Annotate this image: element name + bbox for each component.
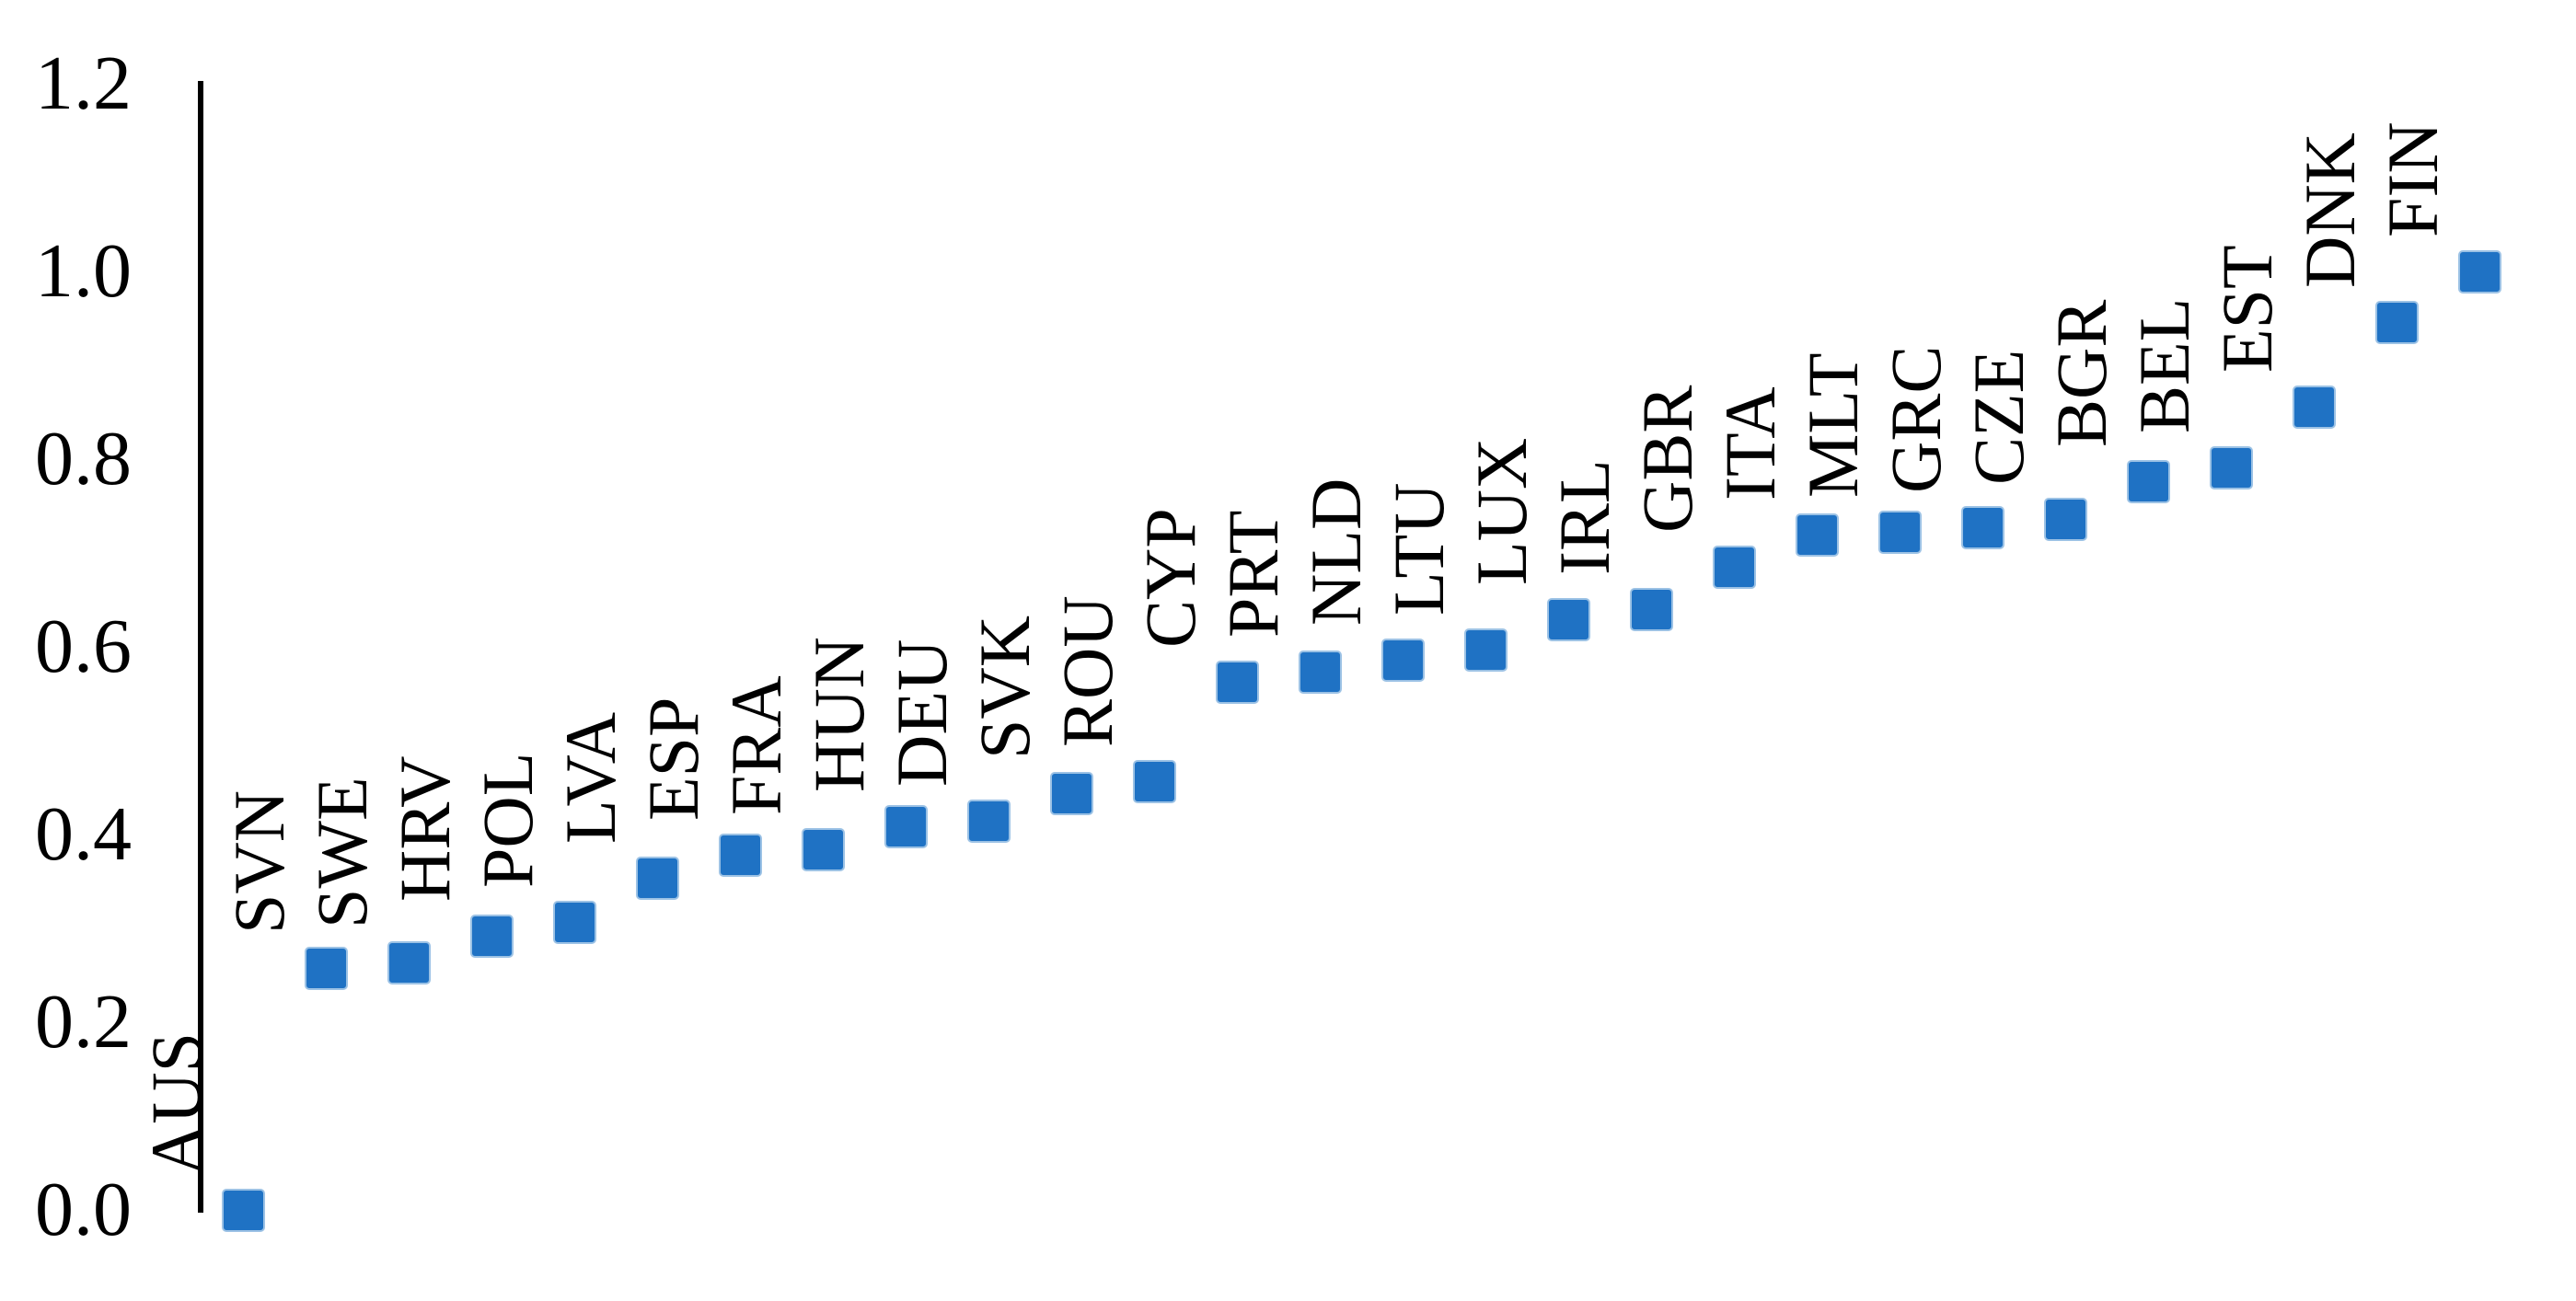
data-point-marker xyxy=(2209,445,2253,489)
data-point-marker xyxy=(1049,771,1093,815)
country-label: IRL xyxy=(1544,459,1624,575)
country-label: LVA xyxy=(550,712,630,845)
country-label: ROU xyxy=(1047,595,1127,748)
country-label: FRA xyxy=(716,675,796,815)
country-label: HRV xyxy=(385,755,465,902)
data-point-marker xyxy=(2374,300,2419,344)
country-label: DNK xyxy=(2290,132,2370,288)
y-tick-label: 0.2 xyxy=(35,979,132,1065)
y-axis-line xyxy=(198,81,203,1213)
country-label: SVN xyxy=(219,790,299,935)
y-tick-label: 0.0 xyxy=(35,1167,132,1252)
data-point-marker xyxy=(966,800,1011,844)
y-tick-label: 1.0 xyxy=(35,228,132,314)
country-label: AUS xyxy=(136,1031,216,1176)
data-point-marker xyxy=(2043,497,2087,541)
data-point-marker xyxy=(1629,587,1673,631)
data-point-marker xyxy=(1712,545,1756,589)
y-tick-label: 0.8 xyxy=(35,416,132,501)
country-label: EST xyxy=(2207,245,2287,374)
data-point-marker xyxy=(1463,627,1507,672)
country-label: SVK xyxy=(965,615,1045,759)
country-label: GRC xyxy=(1876,345,1956,493)
data-point-marker xyxy=(2126,459,2170,503)
country-label: LUX xyxy=(1461,437,1542,585)
country-label: ITA xyxy=(1710,386,1790,501)
data-point-marker xyxy=(469,914,514,958)
country-label: GBR xyxy=(1627,385,1707,533)
country-label: LTU xyxy=(1379,482,1459,616)
data-point-marker xyxy=(1795,513,1839,558)
country-label: ESP xyxy=(633,697,713,821)
data-point-marker xyxy=(1215,661,1259,705)
data-point-marker xyxy=(1298,650,1342,695)
country-label: BGR xyxy=(2041,299,2121,447)
data-point-marker xyxy=(718,833,762,877)
data-point-marker xyxy=(552,901,596,945)
country-label: MLT xyxy=(1793,352,1873,499)
country-label: POL xyxy=(468,753,548,889)
data-point-marker xyxy=(221,1188,265,1232)
country-label: NLD xyxy=(1296,478,1376,626)
country-label: SWE xyxy=(302,777,382,929)
country-label: BEL xyxy=(2124,297,2204,433)
data-point-marker xyxy=(1546,597,1590,641)
data-point-marker xyxy=(1877,511,1922,555)
data-point-marker xyxy=(1380,638,1425,682)
data-point-marker xyxy=(304,947,348,991)
y-tick-label: 0.4 xyxy=(35,791,132,877)
data-point-marker xyxy=(2457,249,2501,294)
country-label: DEU xyxy=(882,639,962,788)
data-point-marker xyxy=(1960,505,2004,549)
y-tick-label: 1.2 xyxy=(35,40,132,126)
country-label: PRT xyxy=(1213,510,1293,639)
data-point-marker xyxy=(884,805,928,849)
data-point-marker xyxy=(1132,760,1176,804)
y-tick-label: 0.6 xyxy=(35,604,132,689)
country-label: FIN xyxy=(2373,121,2453,237)
country-label: HUN xyxy=(799,637,879,793)
country-label: CZE xyxy=(1958,349,2039,485)
country-label: CYP xyxy=(1130,508,1210,649)
data-point-marker xyxy=(387,941,431,985)
data-point-marker xyxy=(635,857,679,901)
data-point-marker xyxy=(2292,386,2336,430)
data-point-marker xyxy=(801,827,845,871)
